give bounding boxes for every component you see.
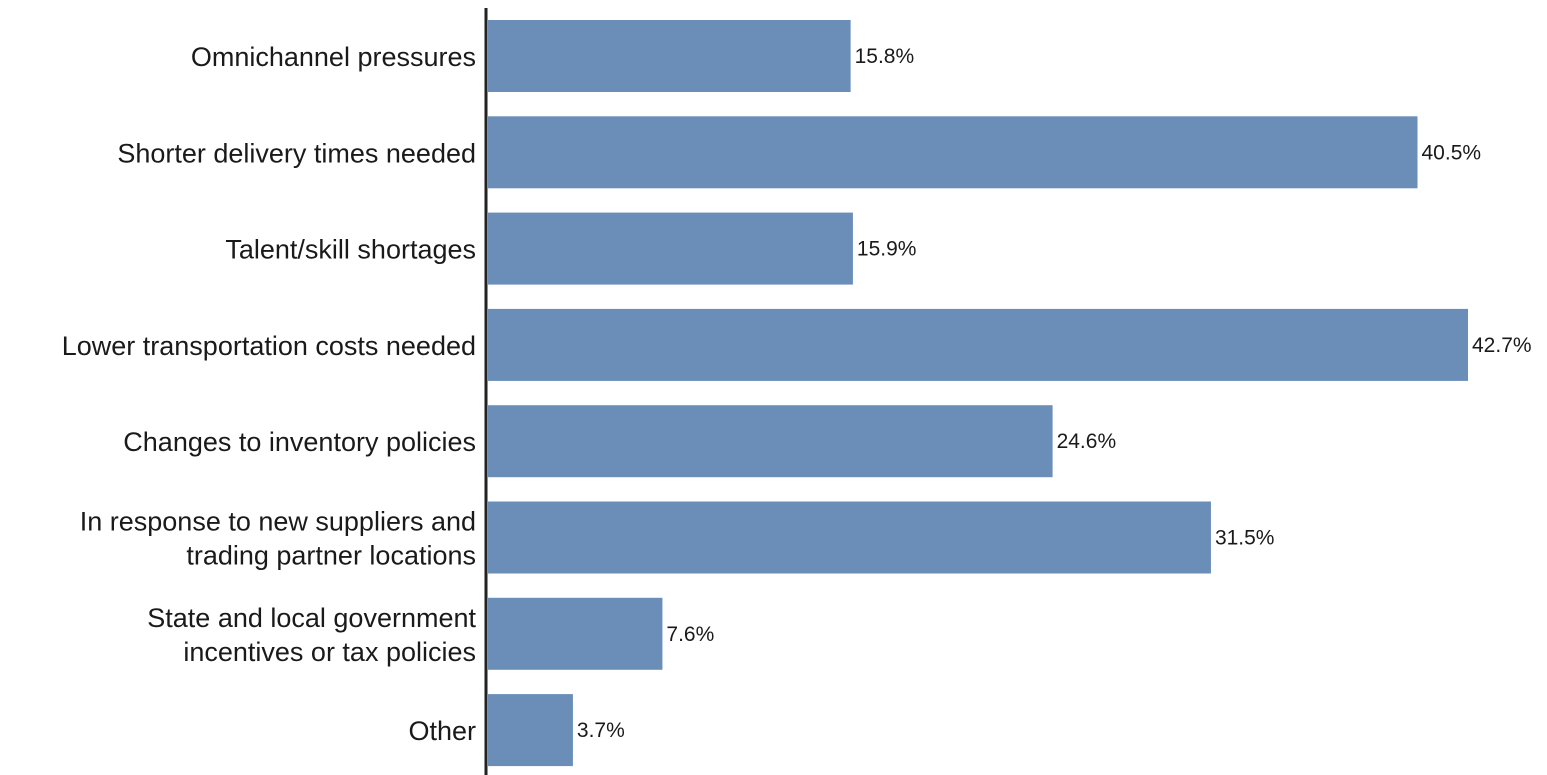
category-label-4: Changes to inventory policies bbox=[123, 427, 476, 457]
category-label-7-line-0: Other bbox=[408, 716, 476, 746]
category-label-5-line-1: trading partner locations bbox=[186, 541, 476, 571]
value-label-3: 42.7% bbox=[1472, 334, 1532, 357]
bar-4 bbox=[488, 405, 1053, 478]
category-labels-group: Omnichannel pressures Shorter delivery ti… bbox=[62, 42, 477, 746]
category-label-6-line-1: incentives or tax policies bbox=[183, 637, 476, 667]
bar-7 bbox=[488, 694, 573, 767]
category-label-5: In response to new suppliers and trading … bbox=[80, 507, 476, 571]
bar-3 bbox=[488, 308, 1468, 381]
category-label-7: Other bbox=[408, 716, 476, 746]
category-label-0: Omnichannel pressures bbox=[191, 42, 476, 72]
value-label-1: 40.5% bbox=[1422, 141, 1482, 164]
category-label-6-line-0: State and local government bbox=[147, 603, 476, 633]
category-label-3: Lower transportation costs needed bbox=[62, 331, 476, 361]
category-label-1-line-0: Shorter delivery times needed bbox=[117, 138, 476, 168]
value-label-2: 15.9% bbox=[857, 238, 917, 261]
value-label-6: 7.6% bbox=[666, 623, 714, 646]
bar-2 bbox=[488, 212, 853, 285]
category-label-1: Shorter delivery times needed bbox=[117, 138, 476, 168]
value-label-5: 31.5% bbox=[1215, 527, 1275, 550]
category-label-4-line-0: Changes to inventory policies bbox=[123, 427, 476, 457]
value-label-0: 15.8% bbox=[855, 45, 915, 68]
value-label-7: 3.7% bbox=[577, 719, 625, 742]
category-label-6: State and local government incentives or … bbox=[147, 603, 476, 667]
category-label-5-line-0: In response to new suppliers and bbox=[80, 507, 476, 537]
bars-group bbox=[488, 20, 1468, 767]
bar-6 bbox=[488, 597, 663, 670]
value-labels-group: 15.8% 40.5% 15.9% 42.7% 24.6% 31.5% 7.6% 3.7% bbox=[577, 45, 1532, 742]
bar-0 bbox=[488, 20, 851, 92]
category-label-2: Talent/skill shortages bbox=[225, 235, 476, 265]
category-label-0-line-0: Omnichannel pressures bbox=[191, 42, 476, 72]
value-label-4: 24.6% bbox=[1057, 430, 1117, 453]
bar-1 bbox=[488, 116, 1418, 189]
bar-5 bbox=[488, 501, 1211, 574]
category-label-2-line-0: Talent/skill shortages bbox=[225, 235, 476, 265]
category-label-3-line-0: Lower transportation costs needed bbox=[62, 331, 476, 361]
